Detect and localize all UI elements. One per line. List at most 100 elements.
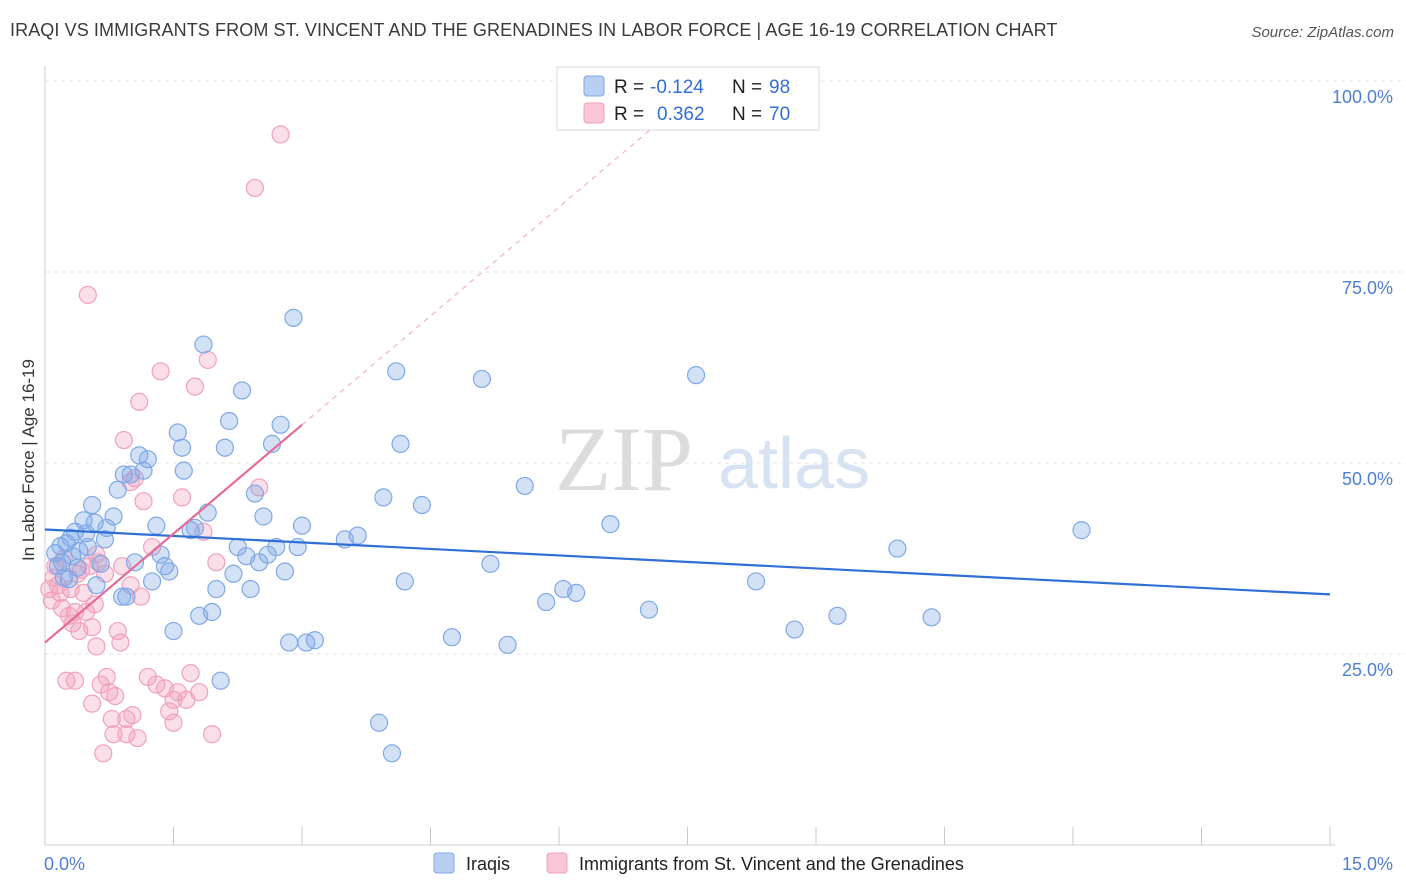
point-immigrants-61 bbox=[245, 178, 264, 198]
point-iraqis-68 bbox=[305, 631, 324, 650]
point-iraqis-17 bbox=[87, 576, 106, 595]
point-immigrants-12 bbox=[65, 671, 85, 690]
point-iraqis-66 bbox=[292, 516, 312, 535]
point-iraqis-25 bbox=[117, 587, 136, 606]
point-iraqis-21 bbox=[104, 507, 123, 526]
axes bbox=[44, 66, 1335, 846]
point-iraqis-29 bbox=[134, 461, 153, 480]
trend-lines bbox=[44, 97, 1331, 644]
point-immigrants-67 bbox=[117, 725, 136, 744]
bottom-legend-iraqis: Iraqis bbox=[466, 854, 510, 874]
legend-n-label-2: N = bbox=[732, 104, 762, 125]
point-iraqis-10 bbox=[68, 558, 87, 577]
point-iraqis-80 bbox=[481, 554, 500, 573]
legend-iraqis-swatch bbox=[583, 75, 605, 97]
point-immigrants-60 bbox=[207, 553, 226, 572]
point-immigrants-21 bbox=[85, 595, 104, 614]
trend-immigrants-extension bbox=[301, 97, 688, 426]
point-iraqis-31 bbox=[142, 572, 162, 591]
legend-immigrants-swatch bbox=[583, 102, 605, 124]
point-immigrants-11 bbox=[63, 614, 82, 633]
point-immigrants-25 bbox=[94, 744, 113, 763]
point-immigrants-32 bbox=[108, 621, 127, 641]
point-iraqis-88 bbox=[686, 366, 706, 385]
point-iraqis-93 bbox=[922, 608, 941, 627]
point-iraqis-47 bbox=[211, 671, 230, 690]
point-iraqis-45 bbox=[202, 602, 222, 622]
point-iraqis-78 bbox=[442, 628, 462, 647]
point-iraqis-90 bbox=[785, 620, 804, 639]
point-immigrants-33 bbox=[111, 633, 130, 652]
bottom-legend: Iraqis Immigrants from St. Vincent and t… bbox=[433, 852, 964, 874]
point-iraqis-73 bbox=[382, 744, 402, 763]
point-immigrants-35 bbox=[114, 430, 133, 450]
point-iraqis-48 bbox=[215, 438, 234, 457]
y-tick-label-1: 50.0% bbox=[1342, 469, 1393, 489]
point-immigrants-69 bbox=[164, 690, 183, 709]
point-iraqis-19 bbox=[95, 530, 115, 549]
point-iraqis-81 bbox=[498, 635, 517, 654]
point-immigrants-54 bbox=[181, 663, 200, 683]
point-iraqis-91 bbox=[828, 606, 847, 625]
y-tick-label-2: 75.0% bbox=[1342, 278, 1393, 298]
point-iraqis-14 bbox=[78, 537, 97, 557]
legend-r-label-2: R = bbox=[614, 104, 644, 125]
point-iraqis-52 bbox=[232, 381, 252, 400]
point-immigrants-38 bbox=[123, 706, 142, 725]
bottom-legend-immigrants-swatch bbox=[546, 852, 568, 874]
legend-r-label-1: R = bbox=[614, 77, 644, 98]
point-immigrants-46 bbox=[147, 675, 166, 694]
watermark-zip: ZIP bbox=[555, 408, 693, 510]
point-immigrants-42 bbox=[131, 587, 151, 606]
point-iraqis-23 bbox=[112, 587, 132, 606]
point-iraqis-85 bbox=[567, 583, 586, 602]
point-iraqis-55 bbox=[245, 484, 264, 503]
x-tick-label-1: 15.0% bbox=[1342, 854, 1393, 874]
x-tick-label-0: 0.0% bbox=[44, 854, 85, 874]
point-iraqis-77 bbox=[412, 495, 432, 515]
legend-n-value-1: 98 bbox=[769, 77, 790, 98]
point-iraqis-11 bbox=[70, 541, 89, 560]
trend-immigrants bbox=[44, 423, 303, 644]
point-immigrants-22 bbox=[87, 637, 106, 656]
point-iraqis-86 bbox=[601, 515, 620, 534]
point-immigrants-20 bbox=[83, 694, 102, 713]
point-iraqis-24 bbox=[114, 465, 133, 484]
source-label: Source: ZipAtlas.com bbox=[1251, 24, 1394, 41]
point-iraqis-72 bbox=[374, 488, 393, 507]
point-iraqis-74 bbox=[387, 362, 406, 381]
point-iraqis-46 bbox=[207, 579, 226, 599]
gridlines bbox=[45, 80, 1406, 655]
point-iraqis-60 bbox=[267, 537, 286, 557]
legend-r-value-1: -0.124 bbox=[650, 77, 704, 98]
bottom-legend-immigrants: Immigrants from St. Vincent and the Gren… bbox=[579, 854, 964, 874]
point-iraqis-83 bbox=[537, 592, 556, 612]
point-iraqis-64 bbox=[284, 308, 303, 327]
point-iraqis-49 bbox=[220, 411, 239, 431]
point-iraqis-18 bbox=[91, 554, 110, 573]
point-iraqis-38 bbox=[172, 438, 192, 457]
point-iraqis-54 bbox=[241, 579, 260, 599]
point-iraqis-89 bbox=[746, 572, 766, 591]
point-iraqis-37 bbox=[168, 423, 187, 442]
point-iraqis-70 bbox=[348, 526, 367, 545]
point-iraqis-27 bbox=[125, 553, 145, 572]
y-axis-label: In Labor Force | Age 16-19 bbox=[19, 359, 38, 561]
point-immigrants-58 bbox=[198, 350, 217, 369]
bottom-legend-iraqis-swatch bbox=[433, 852, 455, 874]
legend-r-value-2: 0.362 bbox=[657, 104, 705, 125]
series-immigrants-points bbox=[40, 125, 290, 763]
point-iraqis-61 bbox=[271, 415, 290, 434]
point-iraqis-39 bbox=[174, 461, 193, 480]
legend-n-value-2: 70 bbox=[769, 104, 790, 125]
point-immigrants-5 bbox=[51, 583, 70, 602]
point-immigrants-50 bbox=[164, 713, 183, 732]
point-iraqis-50 bbox=[224, 564, 243, 583]
point-immigrants-43 bbox=[134, 492, 153, 511]
trend-iraqis bbox=[44, 528, 1331, 596]
point-immigrants-49 bbox=[160, 702, 179, 721]
point-iraqis-30 bbox=[138, 450, 157, 469]
point-immigrants-52 bbox=[172, 488, 192, 507]
watermark: ZIP atlas bbox=[555, 408, 870, 510]
